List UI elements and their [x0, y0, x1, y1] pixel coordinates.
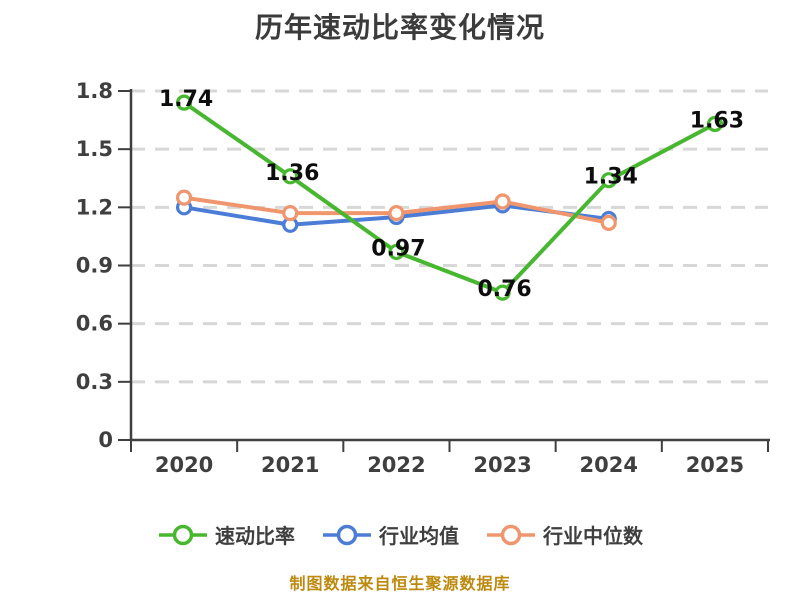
x-axis-tick-label: 2025 [686, 453, 744, 477]
data-point-label: 1.74 [159, 87, 213, 112]
chart-footer: 制图数据来自恒生聚源数据库 [289, 576, 511, 593]
data-point-series-2 [282, 205, 299, 222]
legend-label-industry-mean: 行业均值 [379, 526, 459, 548]
data-point-series-2 [600, 214, 617, 231]
legend: 速动比率 行业均值 行业中位数 [0, 520, 800, 549]
data-point-series-0 [175, 94, 193, 111]
y-axis-tick-label: 0.9 [76, 254, 113, 278]
legend-label-industry-median: 行业中位数 [543, 526, 643, 548]
x-axis-tick-label: 2020 [155, 453, 213, 477]
data-point-series-2 [388, 205, 405, 222]
legend-label-quick-ratio: 速动比率 [215, 526, 295, 548]
data-point-series-0 [282, 168, 299, 185]
line-dot-marker-icon [487, 524, 535, 545]
y-axis-tick-label: 0.6 [76, 312, 113, 336]
x-axis-tick-label: 2024 [580, 453, 638, 477]
data-point-series-0 [388, 243, 405, 261]
data-point-series-0 [706, 115, 724, 133]
data-point-label: 0.97 [371, 236, 425, 261]
legend-item-industry-mean: 行业均值 [321, 520, 459, 549]
y-axis-tick-label: 1.5 [76, 137, 113, 161]
y-axis-tick-label: 1.2 [76, 195, 113, 219]
data-point-label: 1.34 [584, 165, 638, 190]
data-point-series-0 [494, 284, 511, 301]
line-dot-marker-icon [159, 524, 207, 545]
x-axis-tick-label: 2023 [473, 453, 531, 477]
x-axis-tick-label: 2022 [367, 453, 425, 477]
y-axis-tick-label: 1.8 [76, 79, 113, 103]
chart-title: 历年速动比率变化情况 [254, 12, 545, 43]
series-line-0 [182, 100, 717, 295]
data-point-series-0 [600, 172, 617, 189]
line-dot-marker-icon [323, 524, 371, 545]
data-point-series-2 [175, 189, 193, 206]
y-axis-tick-label: 0 [98, 428, 113, 452]
data-point-label: 1.36 [265, 161, 319, 186]
x-axis-tick-label: 2021 [261, 453, 319, 477]
legend-item-quick-ratio: 速动比率 [157, 520, 295, 549]
data-point-label: 1.63 [690, 108, 744, 133]
data-point-series-2 [494, 193, 511, 210]
data-point-label: 0.76 [477, 277, 531, 302]
legend-item-industry-median: 行业中位数 [485, 520, 643, 549]
y-axis-tick-label: 0.3 [76, 370, 113, 394]
